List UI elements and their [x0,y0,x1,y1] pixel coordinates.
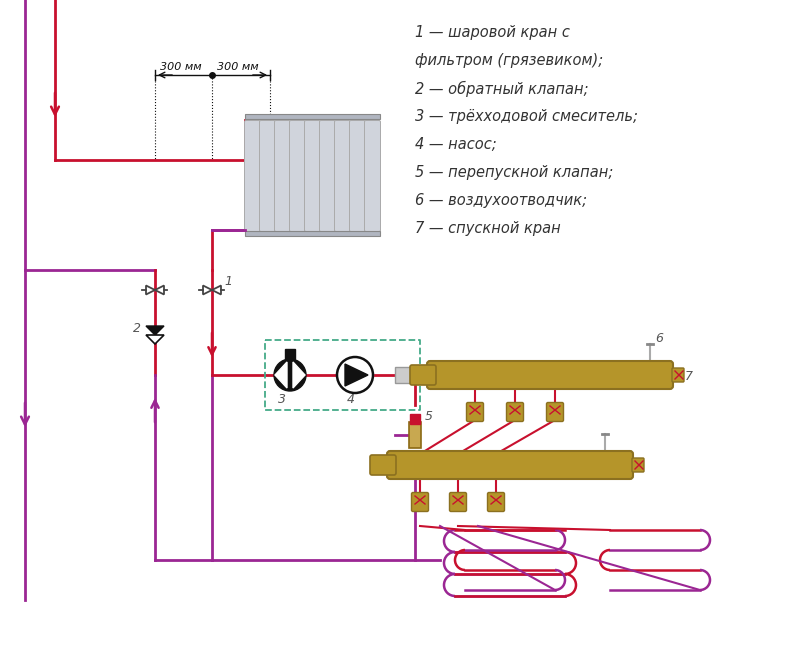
Text: 2 — обратный клапан;: 2 — обратный клапан; [415,81,589,97]
Bar [285,349,295,359]
FancyBboxPatch shape [466,402,484,422]
FancyBboxPatch shape [370,455,396,475]
Circle shape [274,359,306,391]
FancyBboxPatch shape [350,120,365,232]
Text: 5 — перепускной клапан;: 5 — перепускной клапан; [415,165,613,180]
Circle shape [337,357,373,393]
Text: 1: 1 [224,275,232,288]
FancyBboxPatch shape [427,361,673,389]
Text: 7 — спускной кран: 7 — спускной кран [415,221,561,236]
FancyBboxPatch shape [275,120,290,232]
Polygon shape [146,326,164,335]
Bar [245,231,380,236]
Text: 7: 7 [685,370,693,383]
FancyBboxPatch shape [320,120,335,232]
FancyBboxPatch shape [260,120,275,232]
Polygon shape [275,362,287,388]
FancyBboxPatch shape [335,120,350,232]
FancyBboxPatch shape [547,402,563,422]
FancyBboxPatch shape [387,451,633,479]
Text: 4: 4 [347,393,355,406]
FancyBboxPatch shape [672,368,684,382]
Polygon shape [212,286,221,295]
Text: 4 — насос;: 4 — насос; [415,137,496,152]
Bar [245,114,380,119]
Text: 3 — трёхходовой смеситель;: 3 — трёхходовой смеситель; [415,109,638,124]
Text: 3: 3 [278,393,286,406]
Polygon shape [203,286,212,295]
FancyBboxPatch shape [488,493,504,511]
Text: 6: 6 [655,332,663,345]
Text: 300 мм: 300 мм [160,62,202,72]
Text: фильтром (грязевиком);: фильтром (грязевиком); [415,53,603,68]
FancyBboxPatch shape [409,422,421,448]
Polygon shape [155,286,164,295]
Text: 2: 2 [133,322,141,335]
Text: 300 мм: 300 мм [217,62,259,72]
FancyBboxPatch shape [410,365,436,385]
FancyBboxPatch shape [290,120,305,232]
Polygon shape [345,364,368,386]
FancyBboxPatch shape [507,402,523,422]
FancyBboxPatch shape [412,493,428,511]
Polygon shape [293,362,305,388]
Polygon shape [146,286,155,295]
Polygon shape [146,335,164,344]
FancyBboxPatch shape [632,458,644,472]
Text: 6 — воздухоотводчик;: 6 — воздухоотводчик; [415,193,587,208]
Bar [395,367,415,383]
FancyBboxPatch shape [365,120,380,232]
Bar [410,414,420,424]
FancyBboxPatch shape [450,493,466,511]
Text: 5: 5 [425,410,433,423]
FancyBboxPatch shape [245,120,260,232]
Text: 1 — шаровой кран с: 1 — шаровой кран с [415,25,570,40]
FancyBboxPatch shape [305,120,320,232]
